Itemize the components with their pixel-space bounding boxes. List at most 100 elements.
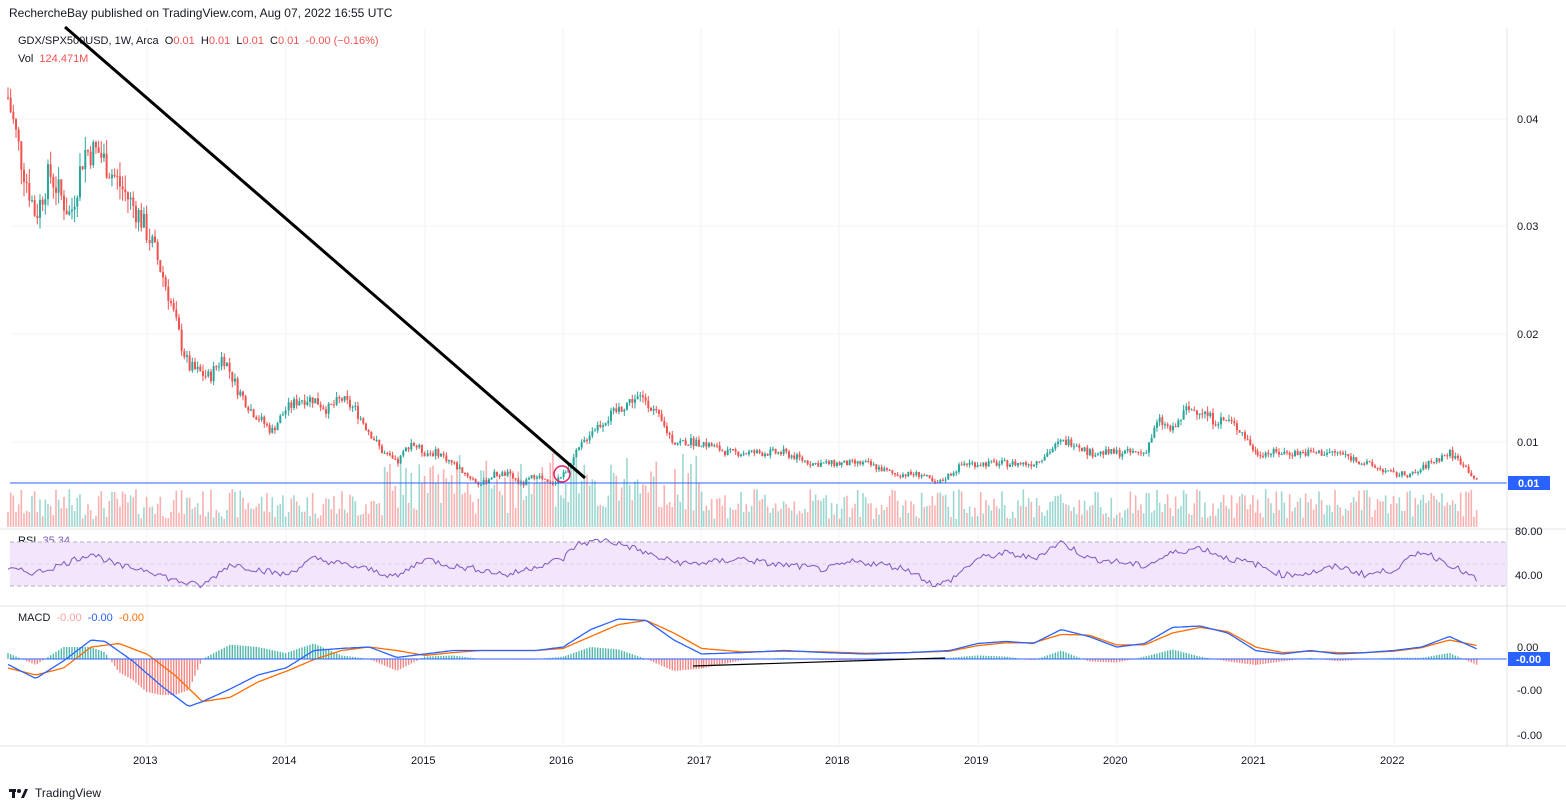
macd-hist-bar [642,657,644,659]
candle-body [439,453,442,457]
candle-body [671,434,674,443]
volume-bar [378,503,381,527]
candle-body [1003,460,1006,462]
low-label: L [236,35,243,47]
macd-hist-bar [782,657,785,659]
candle-body [244,396,247,408]
macd-hist-bar [960,656,963,659]
rsi-line [7,537,1478,589]
trendline-drawing[interactable] [64,25,586,480]
volume-bar [750,505,753,527]
macd-hist-bar [103,651,105,659]
macd-trendline-drawing[interactable] [692,657,946,667]
candle-body [979,465,982,467]
macd-hist-bar [947,657,949,659]
volume-bar [1315,504,1318,527]
candle-body [623,409,626,412]
candle-body [822,462,825,464]
macd-label[interactable]: MACD [18,612,51,624]
volume-bar [1009,518,1011,527]
candle-body [1371,461,1374,466]
candle-body [533,475,536,479]
candle-body [1008,464,1011,467]
volume-bar [687,473,690,527]
volume-bar [888,495,891,527]
candle-body [383,452,386,454]
candle-body [960,464,963,466]
candle-body [1277,451,1280,455]
macd-hist-bar [1140,657,1142,659]
volume-bar [306,497,309,527]
macd-hist-bar [301,647,303,659]
volume-label[interactable]: Vol [18,53,34,65]
volume-bar [244,509,247,527]
candle-body [843,460,846,463]
candle-body [737,451,740,457]
candle-body [742,453,745,455]
candle-body [625,402,628,410]
volume-bar [215,509,218,527]
candle-body [1139,452,1142,454]
macd-hist-bar [97,649,100,659]
candle-body [332,404,335,406]
volume-bar [121,491,124,527]
volume-bar [674,468,676,527]
macd-hist-bar [586,648,588,659]
candle-body [883,468,886,472]
candle-body [466,473,469,477]
macd-hist-bar [223,647,225,659]
volume-bar [1395,503,1398,527]
candle-body [1056,441,1059,444]
candle-body [583,439,586,443]
volume-bar [151,506,154,527]
volume-bar [60,508,63,527]
volume-bar [974,507,976,527]
breakout-circle-marker[interactable] [553,465,571,483]
candle-body [710,443,713,447]
volume-bar [732,509,734,527]
candle-body [551,483,554,485]
macd-hist-bar [846,659,848,661]
volume-bar [628,484,631,527]
macd-hist-bar [271,650,273,659]
candle-body [995,461,998,466]
candle-body [734,449,737,452]
volume-bar [1470,489,1473,527]
candle-body [1051,448,1054,453]
candle-body [204,375,207,377]
macd-hist-bar [121,659,124,675]
candle-body [771,449,774,451]
price-tick-label: 0.02 [1517,329,1538,341]
candle-body [676,443,679,445]
volume-bar [1244,495,1246,527]
volume-bar [960,491,963,527]
tradingview-footer[interactable]: TradingView [9,786,101,800]
candle-body [498,475,501,477]
volume-bar [1467,492,1470,527]
macd-hist-bar [164,659,167,695]
candle-body [249,409,252,411]
candle-body [284,410,287,415]
candle-body [660,413,663,421]
candle-body [265,423,268,426]
macd-hist-bar [1070,654,1072,659]
candle-body [793,455,796,460]
volume-bar [175,490,178,527]
volume-bar [1057,495,1059,527]
volume-bar [1401,511,1403,527]
volume-bar [63,496,65,527]
volume-bar [453,493,456,527]
macd-hist-bar [1392,657,1395,659]
symbol-label[interactable]: GDX/SPX500USD, 1W, Arca [18,35,159,47]
volume-bar [73,511,76,527]
macd-hist-bar [1249,659,1251,665]
candle-body [636,396,639,400]
volume-bar [671,507,674,527]
volume-bar [1228,508,1230,527]
macd-hist-bar [700,659,703,669]
volume-bar [920,492,923,527]
volume-bar [1310,498,1312,527]
volume-bar [137,513,140,527]
candle-body [362,418,365,424]
